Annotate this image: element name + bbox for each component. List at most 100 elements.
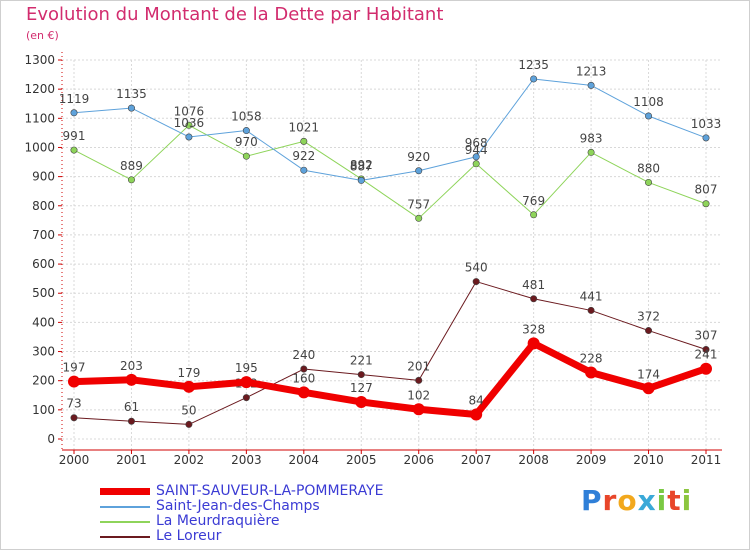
data-point — [70, 414, 78, 422]
data-label: 160 — [292, 371, 315, 385]
data-label: 240 — [292, 348, 315, 362]
data-label: 944 — [465, 143, 488, 157]
data-label: 920 — [407, 150, 430, 164]
data-label: 922 — [292, 149, 315, 163]
data-point — [645, 112, 653, 120]
x-tick-label: 2009 — [576, 453, 607, 467]
x-tick-label: 2010 — [633, 453, 664, 467]
data-label: 1235 — [518, 58, 549, 72]
plot-area — [62, 52, 722, 450]
y-tick-label: 1300 — [24, 53, 55, 67]
data-point — [702, 134, 710, 142]
data-point — [68, 375, 80, 388]
data-label: 174 — [637, 367, 660, 381]
legend-swatch — [100, 506, 150, 508]
y-tick-label: 700 — [32, 228, 55, 242]
data-point — [242, 152, 250, 160]
data-label: 441 — [580, 289, 603, 303]
data-label: 307 — [695, 328, 718, 342]
data-point — [240, 376, 253, 389]
data-label: 1108 — [633, 95, 664, 109]
data-label: 991 — [63, 129, 86, 143]
data-point — [470, 408, 483, 421]
legend-item: SAINT-SAUVEUR-LA-POMMERAYE — [100, 483, 430, 500]
x-tick-label: 2011 — [691, 453, 722, 467]
data-label: 50 — [181, 403, 196, 417]
y-tick-label: 500 — [32, 286, 55, 300]
data-label: 1021 — [289, 120, 320, 134]
data-label: 61 — [124, 400, 139, 414]
series-line — [73, 78, 707, 181]
x-tick-label: 2004 — [289, 453, 320, 467]
data-label: 73 — [66, 397, 81, 411]
logo-letter: t — [667, 484, 682, 517]
y-tick-label: 0 — [47, 432, 55, 446]
data-label: 228 — [580, 352, 603, 366]
data-point — [127, 417, 135, 425]
data-label: 328 — [522, 322, 545, 336]
data-point — [645, 178, 653, 186]
legend-label: Saint-Jean-des-Champs — [156, 498, 320, 514]
data-label: 1036 — [174, 116, 205, 130]
data-point — [702, 345, 710, 353]
data-label: 970 — [235, 135, 258, 149]
data-point — [645, 327, 653, 335]
data-point — [300, 365, 308, 373]
data-point — [297, 386, 310, 399]
logo-letter: i — [681, 484, 693, 517]
data-point — [355, 395, 368, 408]
data-point — [587, 306, 595, 314]
unit-label: (en €) — [26, 29, 59, 42]
data-label: 195 — [235, 361, 258, 375]
data-label: 241 — [695, 348, 718, 362]
data-point — [585, 366, 598, 379]
data-point — [702, 200, 710, 208]
series-line — [73, 124, 707, 219]
data-point — [125, 373, 138, 386]
y-tick-label: 1100 — [24, 111, 55, 125]
data-label: 968 — [465, 136, 488, 150]
data-label: 1076 — [174, 104, 205, 118]
y-tick-label: 1200 — [24, 82, 55, 96]
data-label: 481 — [522, 278, 545, 292]
data-point — [415, 214, 423, 222]
data-label: 372 — [637, 310, 660, 324]
data-point — [415, 376, 423, 384]
data-point — [415, 167, 423, 175]
logo-letter: i — [656, 484, 668, 517]
logo-letter: P — [581, 484, 603, 517]
legend-item: Le Loreur — [100, 528, 430, 545]
data-label: 887 — [350, 159, 373, 173]
legend-item: La Meurdraquière — [100, 513, 430, 530]
data-label: 179 — [177, 366, 200, 380]
y-tick-label: 1000 — [24, 140, 55, 154]
y-tick-label: 200 — [32, 374, 55, 388]
data-point — [185, 420, 193, 428]
data-label: 807 — [695, 183, 718, 197]
data-point — [642, 382, 655, 395]
data-point — [472, 160, 480, 168]
data-label: 880 — [637, 161, 660, 175]
data-point — [357, 371, 365, 379]
data-point — [185, 121, 193, 129]
data-point — [185, 133, 193, 141]
y-tick-label: 800 — [32, 199, 55, 213]
data-label: 127 — [350, 381, 373, 395]
x-tick-label: 2008 — [518, 453, 549, 467]
data-label: 84 — [469, 394, 484, 408]
logo-letter: r — [602, 484, 618, 517]
legend-swatch — [100, 521, 150, 523]
legend-label: La Meurdraquière — [156, 513, 280, 529]
data-point — [530, 295, 538, 303]
data-label: 197 — [63, 361, 86, 375]
x-tick-label: 2003 — [231, 453, 262, 467]
data-label: 221 — [350, 354, 373, 368]
data-point — [127, 104, 135, 112]
series-line — [70, 339, 710, 419]
data-point — [242, 394, 250, 402]
series-line — [73, 281, 707, 425]
data-point — [587, 148, 595, 156]
data-label: 102 — [407, 388, 430, 402]
legend-swatch — [100, 488, 150, 495]
